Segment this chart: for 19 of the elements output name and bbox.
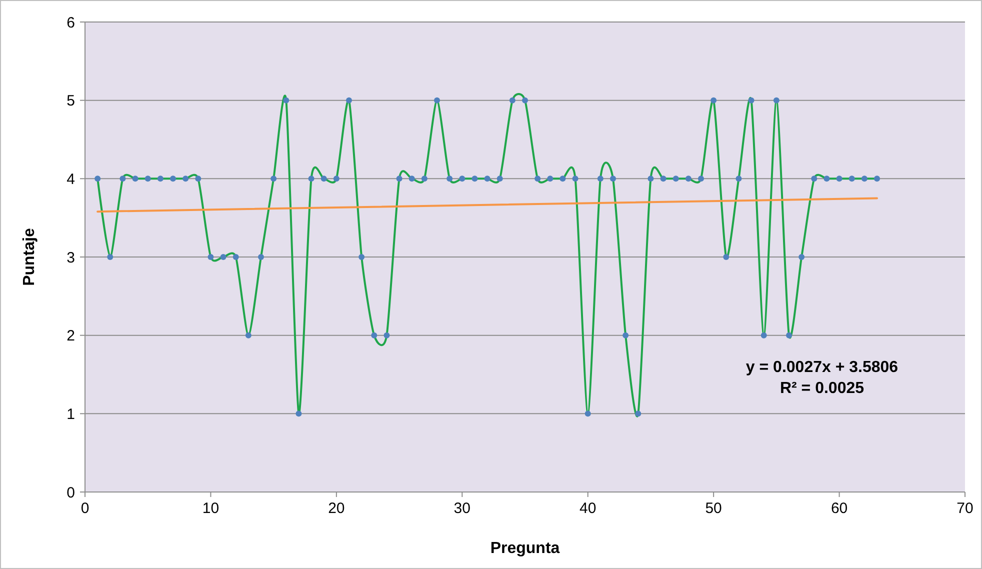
x-tick-label: 10 [202, 500, 220, 517]
y-tick-label: 0 [66, 484, 75, 502]
x-tick-label: 20 [328, 500, 345, 517]
x-tick-label: 30 [454, 500, 470, 517]
y-tick-label: 2 [66, 328, 75, 345]
x-tick-label: 0 [80, 500, 90, 517]
annotation: y = 0.0027x + 3.5806 [746, 359, 898, 376]
x-tick-label: 70 [956, 500, 974, 517]
y-tick-label: 5 [66, 92, 75, 110]
y-tick-label: 3 [66, 249, 75, 266]
x-tick-label: 60 [830, 500, 848, 517]
y-tick-label: 6 [66, 14, 75, 32]
y-axis-title: Puntaje [21, 228, 38, 286]
y-tick-label: 4 [66, 170, 75, 188]
x-tick-label: 40 [580, 500, 596, 517]
annotation: R² = 0.0025 [780, 380, 864, 397]
y-tick-label: 1 [66, 406, 75, 423]
x-axis-title: Pregunta [490, 540, 560, 557]
x-tick-label: 50 [705, 500, 722, 517]
